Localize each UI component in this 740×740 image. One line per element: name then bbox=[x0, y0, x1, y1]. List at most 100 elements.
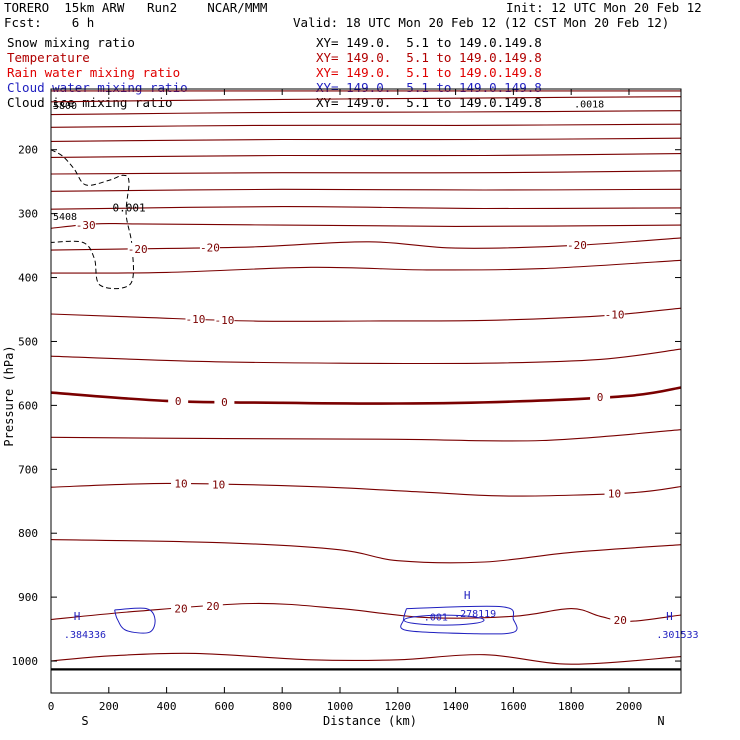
temperature-contour-14 bbox=[50, 386, 682, 405]
temperature-contour-label: 20 bbox=[174, 602, 187, 615]
temperature-contour-label: -20 bbox=[567, 239, 587, 252]
x-axis-label: Distance (km) bbox=[323, 714, 417, 728]
cloud-water-max-value: .301533 bbox=[656, 630, 698, 641]
right-endpoint-label: N bbox=[657, 714, 664, 728]
temperature-contour-label: 0 bbox=[597, 391, 604, 404]
temperature-contour-13 bbox=[50, 348, 682, 365]
temperature-contour-label: -20 bbox=[200, 242, 220, 255]
x-tick-label: 400 bbox=[157, 700, 177, 713]
field-xy-1: XY= 149.0. 5.1 to 149.0.149.8 bbox=[316, 50, 542, 65]
x-tick-label: 1200 bbox=[385, 700, 412, 713]
field-name-2: Rain water mixing ratio bbox=[7, 65, 181, 80]
contour-annotation: .001 bbox=[424, 612, 448, 623]
temperature-contour-label: 10 bbox=[174, 478, 187, 491]
cloud-water-max-value: .384336 bbox=[64, 630, 106, 641]
x-tick-label: 0 bbox=[48, 700, 55, 713]
contour-label-bg bbox=[168, 395, 189, 408]
contour-label-bg bbox=[171, 602, 192, 615]
temperature-contour-label: -20 bbox=[128, 243, 148, 256]
valid-time: Valid: 18 UTC Mon 20 Feb 12 (12 CST Mon … bbox=[293, 15, 670, 30]
temperature-contour-5 bbox=[50, 153, 682, 158]
cloud-water-inner-contour bbox=[403, 614, 485, 626]
x-tick-label: 600 bbox=[214, 700, 234, 713]
y-tick-label: 700 bbox=[18, 463, 38, 476]
temperature-contour-label: 10 bbox=[608, 487, 621, 500]
cloud-water-max-value: .278119 bbox=[454, 609, 496, 620]
left-endpoint-label: S bbox=[81, 714, 88, 728]
model-title: TORERO 15km ARW Run2 NCAR/MMM bbox=[4, 0, 268, 15]
contour-label-bg bbox=[127, 242, 148, 255]
contour-label-bg bbox=[199, 241, 220, 254]
y-tick-label: 400 bbox=[18, 272, 38, 285]
cloud-water-contour-0 bbox=[114, 607, 156, 634]
contour-annotation: 5408 bbox=[53, 212, 77, 223]
temperature-contour-15 bbox=[50, 429, 682, 442]
temperature-contour-label: 20 bbox=[206, 600, 219, 613]
plot-frame bbox=[50, 88, 682, 694]
y-tick-label: 900 bbox=[18, 591, 38, 604]
y-tick-label: 800 bbox=[18, 527, 38, 540]
contour-label-bg bbox=[566, 239, 587, 252]
temperature-contour-label: 0 bbox=[221, 396, 228, 409]
temperature-contour-label: 20 bbox=[614, 614, 627, 627]
x-tick-label: 800 bbox=[272, 700, 292, 713]
contour-annotation: 5800 bbox=[53, 101, 77, 112]
contour-annotation: .0018 bbox=[574, 100, 604, 111]
contour-label-bg bbox=[610, 613, 631, 626]
temperature-contour-6 bbox=[50, 170, 682, 175]
contour-label-bg bbox=[202, 600, 223, 613]
temperature-contour-9 bbox=[50, 222, 682, 229]
temperature-contour-2 bbox=[50, 110, 682, 116]
temperature-contour-18 bbox=[50, 602, 682, 622]
field-name-0: Snow mixing ratio bbox=[7, 35, 135, 50]
x-tick-label: 200 bbox=[99, 700, 119, 713]
field-xy-2: XY= 149.0. 5.1 to 149.0.149.8 bbox=[316, 65, 542, 80]
cloud-water-max-marker: H bbox=[464, 589, 471, 602]
temperature-contour-16 bbox=[50, 482, 682, 497]
temperature-contour-label: 10 bbox=[212, 479, 225, 492]
cloud-water-max-marker: H bbox=[666, 610, 673, 623]
contour-label-bg bbox=[171, 477, 192, 490]
contour-label-bg bbox=[208, 478, 229, 491]
temperature-contour-label: -30 bbox=[76, 219, 96, 232]
field-name-4: Cloud ice mixing ratio bbox=[7, 95, 173, 110]
y-axis-label: Pressure (hPa) bbox=[2, 345, 16, 446]
field-xy-0: XY= 149.0. 5.1 to 149.0.149.8 bbox=[316, 35, 542, 50]
x-tick-label: 2000 bbox=[616, 700, 643, 713]
cloud-ice-contour-label: 0.001 bbox=[112, 202, 145, 215]
temperature-contour-12 bbox=[50, 307, 682, 322]
contour-label-bg bbox=[214, 395, 235, 408]
temperature-contour-1 bbox=[50, 96, 682, 103]
temperature-contour-3 bbox=[50, 123, 682, 128]
temperature-contour-7 bbox=[50, 188, 682, 192]
temperature-contour-11 bbox=[50, 259, 682, 274]
y-tick-label: 300 bbox=[18, 208, 38, 221]
y-tick-label: 200 bbox=[18, 144, 38, 157]
cloud-water-contour-1 bbox=[400, 605, 518, 635]
temperature-contour-19 bbox=[50, 652, 682, 665]
x-tick-label: 1600 bbox=[500, 700, 527, 713]
contour-label-bg bbox=[604, 487, 625, 500]
contour-label-bg bbox=[185, 313, 206, 326]
temperature-contour-label: -10 bbox=[605, 309, 625, 322]
temperature-contour-17 bbox=[50, 539, 682, 564]
field-name-1: Temperature bbox=[7, 50, 90, 65]
contour-label-bg bbox=[75, 218, 96, 231]
forecast-hour: Fcst: 6 h bbox=[4, 15, 95, 30]
temperature-contour-label: 0 bbox=[175, 395, 182, 408]
init-time: Init: 12 UTC Mon 20 Feb 12 bbox=[506, 0, 702, 15]
contour-label-bg bbox=[590, 391, 611, 404]
temperature-contour-label: -10 bbox=[214, 314, 234, 327]
cloud-ice-contour-0 bbox=[50, 149, 134, 290]
contour-label-bg bbox=[604, 308, 625, 321]
x-tick-label: 1000 bbox=[327, 700, 354, 713]
x-tick-label: 1800 bbox=[558, 700, 585, 713]
y-tick-label: 1000 bbox=[12, 655, 39, 668]
contour-label-bg bbox=[214, 314, 235, 327]
temperature-contour-8 bbox=[50, 206, 682, 210]
cloud-water-max-marker: H bbox=[74, 610, 81, 623]
temperature-contour-label: -10 bbox=[186, 313, 206, 326]
y-tick-label: 600 bbox=[18, 399, 38, 412]
y-tick-label: 500 bbox=[18, 335, 38, 348]
